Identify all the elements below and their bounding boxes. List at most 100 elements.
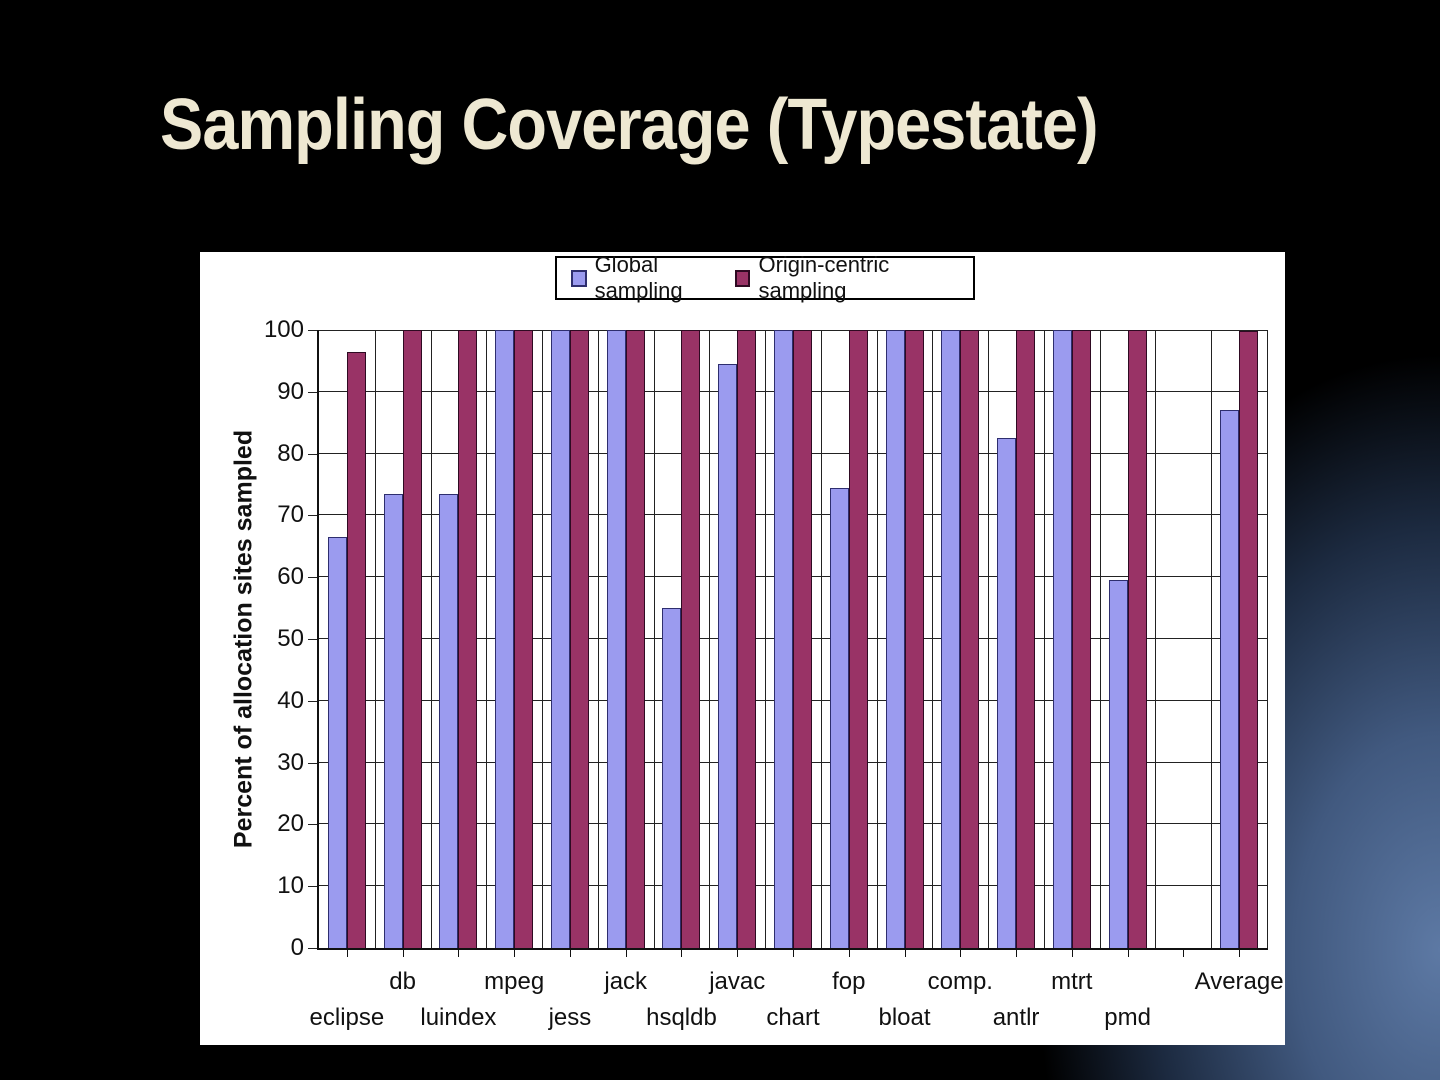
x-axis-tick — [793, 948, 794, 957]
slide-title: Sampling Coverage (Typestate) — [160, 85, 1099, 165]
plot-area — [308, 330, 1268, 957]
x-axis-category-label: pmd — [1104, 1004, 1151, 1031]
y-axis-tick-label: 80 — [277, 439, 304, 467]
y-axis-tick — [308, 886, 317, 888]
x-axis-tick — [1016, 948, 1018, 957]
x-axis-tick — [848, 948, 850, 957]
x-axis-category-label: fop — [832, 968, 866, 995]
y-axis-tick — [308, 391, 317, 393]
legend-swatch-origin-centric-sampling — [734, 269, 751, 287]
bar-origin-centric-sampling-bloat — [904, 330, 924, 948]
bar-origin-centric-sampling-mpeg — [514, 330, 534, 948]
bar-origin-centric-sampling-jess — [569, 330, 589, 948]
y-axis-tick-label: 90 — [277, 377, 304, 405]
gridline-vertical — [709, 330, 711, 948]
x-axis-category-label: Average — [1194, 968, 1284, 995]
bar-origin-centric-sampling-javac — [737, 330, 757, 948]
x-axis-category-label: chart — [766, 1004, 820, 1031]
x-axis-tick — [1183, 948, 1185, 957]
bar-origin-centric-sampling-db — [402, 330, 422, 948]
gridline-vertical — [542, 330, 544, 948]
gridline-vertical — [430, 330, 432, 948]
y-axis-line — [317, 330, 319, 948]
gridline-vertical — [1155, 330, 1157, 948]
x-axis-tick — [1127, 948, 1129, 957]
gridline-vertical — [765, 330, 767, 948]
bar-origin-centric-sampling-antlr — [1016, 330, 1036, 948]
bar-origin-centric-sampling-jack — [625, 330, 645, 948]
bar-global-sampling-mpeg — [495, 330, 515, 948]
y-axis-tick — [308, 762, 317, 764]
x-axis-tick — [625, 948, 627, 957]
bar-origin-centric-sampling-fop — [848, 330, 868, 948]
y-axis-tick-label: 10 — [277, 872, 304, 900]
gridline-vertical — [1099, 330, 1101, 948]
x-axis-tick — [737, 948, 739, 957]
x-axis-tick — [514, 948, 516, 957]
bar-global-sampling-antlr — [997, 438, 1017, 948]
y-axis-tick — [308, 639, 317, 640]
gridline-vertical — [486, 330, 488, 948]
bar-global-sampling-chart — [774, 330, 793, 948]
y-axis-tick-label: 50 — [277, 625, 304, 652]
bar-origin-centric-sampling-pmd — [1127, 330, 1147, 948]
bar-origin-centric-sampling-comp — [960, 330, 980, 948]
y-axis-tick-label: 0 — [290, 934, 304, 961]
y-axis-tick-label: 100 — [263, 316, 304, 343]
gridline-vertical — [1211, 330, 1213, 948]
bar-global-sampling-Average — [1220, 410, 1240, 948]
gridline-vertical — [374, 330, 376, 948]
x-axis-category-label: jess — [548, 1004, 592, 1031]
y-axis-tick — [308, 330, 317, 331]
bar-global-sampling-javac — [718, 364, 738, 948]
bar-global-sampling-hsqldb — [662, 608, 682, 948]
x-axis-category-label: jack — [604, 968, 648, 995]
gridline-vertical — [876, 330, 878, 948]
bar-origin-centric-sampling-mtrt — [1071, 330, 1091, 948]
y-axis-tick-label: 30 — [277, 748, 304, 776]
gridline-vertical — [820, 330, 822, 948]
legend-item-global-sampling: Global sampling — [571, 252, 735, 304]
x-axis-tick — [1071, 948, 1073, 957]
y-axis-tick-label: 20 — [277, 810, 304, 838]
x-axis-category-label: hsqldb — [646, 1004, 717, 1031]
gridline-vertical — [653, 330, 655, 948]
x-axis-category-label: javac — [709, 968, 766, 995]
bar-origin-centric-sampling-Average — [1239, 331, 1259, 948]
x-axis-category-label: mtrt — [1051, 968, 1093, 995]
x-axis-category-label: db — [389, 968, 416, 995]
y-axis-tick — [308, 948, 317, 949]
bar-global-sampling-comp — [941, 330, 961, 948]
legend-label-global-sampling: Global sampling — [594, 252, 683, 303]
x-axis-tick — [681, 948, 683, 957]
chart-legend: Global sampling Origin-centric sampling — [555, 252, 975, 303]
bar-global-sampling-pmd — [1108, 580, 1128, 948]
x-axis-tick — [960, 948, 962, 957]
legend-item-origin-centric-sampling: Origin-centric sampling — [734, 252, 959, 304]
x-axis-category-label: bloat — [878, 1004, 931, 1031]
x-axis-category-label: eclipse — [309, 1004, 385, 1031]
y-axis-tick — [308, 700, 317, 702]
x-axis-tick — [346, 948, 348, 957]
x-axis-line — [317, 948, 1268, 950]
gridline-vertical — [1043, 330, 1045, 948]
bar-origin-centric-sampling-hsqldb — [681, 330, 701, 948]
bar-global-sampling-mtrt — [1052, 330, 1072, 948]
y-axis-tick-label: 60 — [277, 563, 304, 591]
x-axis-tick — [569, 948, 571, 957]
y-axis-tick — [308, 577, 317, 579]
legend-label-origin-centric-sampling: Origin-centric sampling — [758, 252, 890, 303]
y-axis-tick — [308, 824, 317, 826]
gridline-vertical — [597, 330, 599, 948]
chart-panel: Global sampling Origin-centric sampling … — [200, 252, 1285, 1045]
bar-global-sampling-jack — [606, 330, 626, 948]
bar-origin-centric-sampling-chart — [793, 330, 812, 948]
y-axis-tick-label: 70 — [277, 501, 304, 529]
x-axis-category-label: luindex — [420, 1004, 497, 1031]
x-axis-tick — [402, 948, 404, 957]
legend-swatch-global-sampling — [571, 269, 587, 287]
bar-global-sampling-luindex — [439, 493, 459, 948]
bar-global-sampling-bloat — [885, 330, 905, 948]
x-axis-category-label: mpeg — [484, 968, 545, 995]
